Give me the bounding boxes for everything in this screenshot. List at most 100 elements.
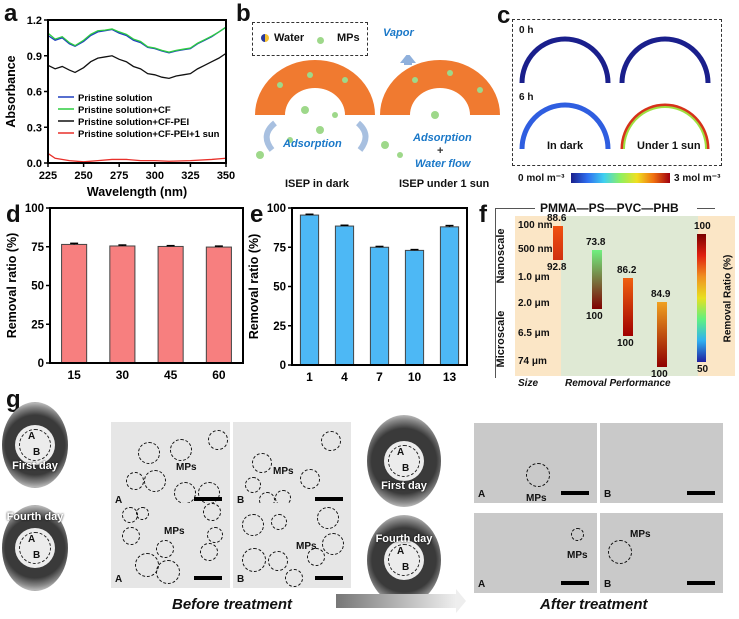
microplastic-circle [207, 527, 223, 543]
microplastic-circle [608, 540, 632, 564]
panel-label-a: a [4, 0, 18, 27]
x-tick-label: 275 [110, 170, 128, 182]
x-tick-label: 325 [181, 170, 199, 182]
scale-bar [194, 497, 222, 501]
before-treatment-label: Before treatment [172, 596, 293, 613]
microplastic-circle [252, 453, 272, 473]
adsorption-label-sun: Adsorption [413, 132, 472, 144]
removal-bar-ps [592, 250, 602, 309]
microplastic-circle [203, 503, 221, 521]
bar-1 [299, 214, 320, 366]
header-line-left [495, 208, 535, 209]
microplastic-circle [242, 548, 266, 572]
x-tick-label: 45 [164, 368, 178, 382]
x-tick-label: 13 [443, 370, 457, 384]
y-tick-label: 75 [31, 242, 44, 254]
removal-bar-pmma [553, 226, 563, 260]
adsorption-label-dark: Adsorption [283, 138, 342, 150]
panel-label-f: f [479, 201, 487, 228]
microplastic-circle [138, 442, 160, 464]
series-line-3 [47, 152, 227, 163]
size-row-label: 6.5 μm [518, 328, 550, 339]
legend-water: Water [274, 32, 305, 44]
x-axis-label: Wavelength (nm) [87, 185, 187, 199]
mps-label: MPs [567, 550, 588, 561]
size-row-label: 2.0 μm [518, 298, 550, 309]
legend-label-2: Pristine solution+CF-PEI [78, 117, 189, 128]
microplastic-circle [285, 569, 303, 587]
y-tick-label: 0.0 [27, 158, 42, 170]
dashed-ring [19, 532, 51, 564]
petri-dish-photo: A B First day [2, 402, 68, 488]
microplastic-circle [156, 540, 174, 558]
removal-value-bottom: 92.8 [547, 262, 567, 273]
bar-13 [439, 226, 460, 366]
removal-value-bottom: 100 [586, 311, 603, 322]
arc-0h-sun [619, 36, 711, 84]
x-axis-label: C (mg L⁻¹) [116, 384, 177, 385]
isep-schematic [255, 55, 500, 159]
arc-6h-sun [620, 103, 710, 150]
size-row-label: 1.0 μm [518, 272, 550, 283]
day-label: Fourth day [6, 511, 64, 523]
x-tick-label: 30 [116, 368, 130, 382]
scale-bar [561, 581, 589, 585]
arrow-head-icon [456, 589, 466, 613]
microplastic-circle [126, 472, 144, 490]
panel-label-e: e [250, 201, 264, 228]
y-tick-label: 25 [31, 319, 44, 331]
colorbar-min: 50 [697, 364, 709, 375]
colorbar-label: Removal Ratio (%) [722, 254, 734, 343]
microplastic-circle [156, 560, 180, 584]
bar-4 [334, 225, 355, 366]
y-tick-label: 1.2 [27, 15, 42, 27]
microplastic-circle [322, 533, 344, 555]
micrograph-corner-label: A [115, 574, 123, 585]
point-b-label: B [402, 463, 410, 474]
microplastic-circle [571, 528, 584, 541]
microplastic-particles [256, 70, 483, 159]
bar-30 [109, 245, 136, 364]
isep-dark-shell [255, 60, 375, 115]
point-a-label: A [397, 447, 405, 458]
removal-value-bottom: 100 [617, 338, 634, 349]
x-tick-label: 60 [212, 368, 226, 382]
removal-value-top: 84.9 [651, 289, 671, 300]
point-a-label: A [28, 431, 36, 442]
micrograph-a: MPs A [111, 503, 230, 588]
petri-dish-photo: A B Fourth day [367, 515, 441, 605]
legend-label-0: Pristine solution [78, 93, 153, 104]
legend-label-3: Pristine solution+CF-PEI+1 sun [78, 129, 220, 140]
x-tick-label: 300 [146, 170, 164, 182]
micrograph-b: MPs B [233, 503, 351, 588]
scale-bar [687, 581, 715, 585]
panel-label-c: c [497, 2, 511, 29]
size-row-label: 500 nm [518, 244, 553, 255]
microplastic-circle [200, 543, 218, 561]
y-axis-label: Removal ratio (%) [247, 234, 261, 340]
nanoscale-label: Nanoscale [495, 228, 507, 284]
point-b-label: B [33, 550, 41, 561]
micrograph-a: MPs A [474, 423, 597, 504]
under-sun-label: Under 1 sun [637, 140, 701, 152]
x-tick-label: 4 [341, 370, 348, 384]
series-line-2 [47, 52, 227, 80]
y-tick-label: 50 [31, 281, 44, 293]
concentration-simulation [519, 36, 711, 150]
micrograph-corner-label: B [604, 579, 612, 590]
removal-ratio-colorbar [697, 234, 706, 362]
micrograph-corner-label: B [604, 489, 612, 500]
legend-mps: MPs [337, 32, 360, 44]
performance-label: Removal Performance [565, 378, 671, 389]
size-row-label: 100 nm [518, 220, 553, 231]
dashed-ring [19, 429, 51, 461]
arc-6h-sun-inner [623, 106, 707, 150]
arc-6h-dark [519, 102, 611, 150]
point-b-label: B [402, 562, 410, 573]
microplastic-circle [271, 514, 287, 530]
scale-bar [315, 576, 343, 580]
micrograph-b: MPs B [233, 422, 351, 509]
micrograph-corner-label: A [115, 495, 123, 506]
mps-label: MPs [630, 529, 651, 540]
